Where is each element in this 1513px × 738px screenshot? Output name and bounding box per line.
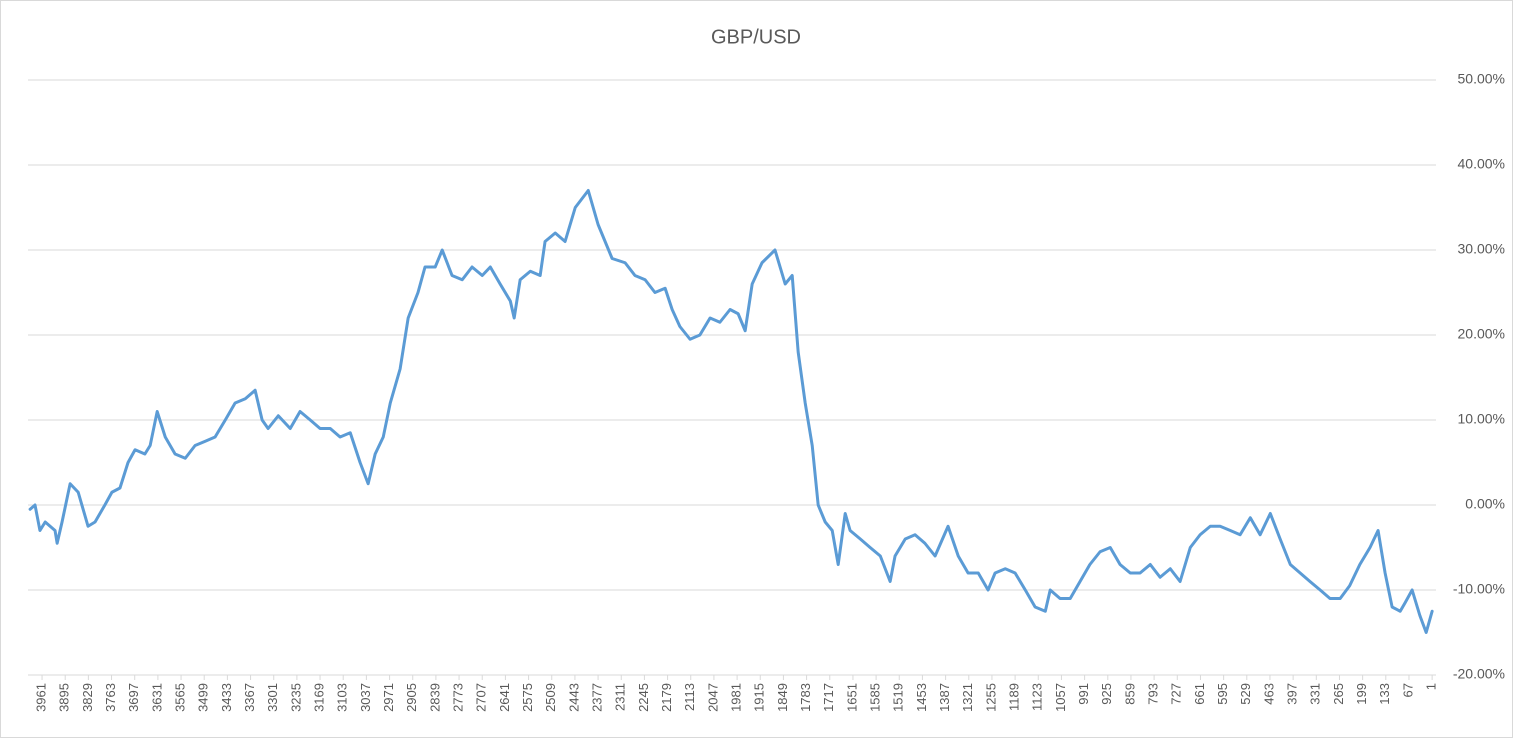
x-tick-label: 1717 [821, 683, 836, 712]
x-tick-label: 67 [1400, 683, 1415, 697]
x-tick-label: 793 [1146, 683, 1161, 705]
x-tick-label: 1849 [775, 683, 790, 712]
x-tick-label: 1981 [729, 683, 744, 712]
x-tick-label: 3433 [219, 683, 234, 712]
x-tick-label: 3697 [126, 683, 141, 712]
data-line [28, 189, 1434, 634]
x-tick-label: 1189 [1007, 683, 1022, 711]
x-tick-label: 1123 [1030, 683, 1045, 711]
x-tick-label: 463 [1261, 683, 1276, 705]
x-tick-label: 1519 [891, 683, 906, 712]
x-tick-label: 1057 [1053, 683, 1068, 712]
x-tick-label: 3235 [288, 683, 303, 712]
x-tick-label: 2377 [590, 683, 605, 712]
x-tick-label: 133 [1377, 683, 1392, 705]
x-tick-label: 1 [1424, 683, 1439, 690]
x-tick-label: 1321 [960, 683, 975, 712]
y-tick-label: -10.00% [1453, 581, 1505, 597]
x-tick-label: 3631 [149, 683, 164, 712]
chart-title: GBP/USD [711, 26, 801, 48]
x-tick-label: 2047 [705, 683, 720, 712]
x-tick-label: 397 [1285, 683, 1300, 705]
x-tick-label: 727 [1169, 683, 1184, 705]
x-tick-label: 2113 [682, 683, 697, 711]
x-tick-label: 991 [1076, 683, 1091, 705]
x-tick-label: 3301 [265, 683, 280, 712]
x-tick-label: 529 [1238, 683, 1253, 705]
x-tick-label: 331 [1308, 683, 1323, 705]
x-tick-label: 2905 [404, 683, 419, 712]
x-tick-label: 2245 [636, 683, 651, 712]
x-tick-label: 1585 [868, 683, 883, 712]
x-tick-label: 2575 [520, 683, 535, 712]
x-tick-label: 859 [1122, 683, 1137, 705]
x-tick-label: 1453 [914, 683, 929, 712]
x-tick-label: 595 [1215, 683, 1230, 705]
y-tick-label: 0.00% [1465, 496, 1505, 512]
x-tick-label: 925 [1099, 683, 1114, 705]
y-tick-label: -20.00% [1453, 666, 1505, 682]
x-tick-label: 2509 [543, 683, 558, 712]
x-tick-label: 2773 [451, 683, 466, 712]
x-tick-label: 2179 [659, 683, 674, 712]
x-tick-label: 199 [1354, 683, 1369, 705]
x-tick-label: 1387 [937, 683, 952, 712]
x-tick-label: 265 [1331, 683, 1346, 705]
x-tick-label: 3895 [57, 683, 72, 712]
x-tick-label: 2311 [613, 683, 628, 711]
x-tick-label: 2971 [381, 683, 396, 712]
y-tick-label: 20.00% [1458, 326, 1505, 342]
x-tick-label: 1651 [844, 683, 859, 712]
x-tick-label: 3763 [103, 683, 118, 712]
x-tick-label: 3037 [358, 683, 373, 712]
x-tick-label: 2707 [474, 683, 489, 712]
x-tick-label: 3565 [172, 683, 187, 712]
x-tick-label: 3829 [80, 683, 95, 712]
x-tick-label: 1255 [983, 683, 998, 712]
x-tick-label: 2641 [497, 683, 512, 712]
x-tick-label: 2839 [427, 683, 442, 712]
y-tick-label: 40.00% [1458, 156, 1505, 172]
x-tick-label: 3961 [33, 683, 48, 712]
y-tick-label: 10.00% [1458, 411, 1505, 427]
x-tick-label: 3367 [242, 683, 257, 712]
x-tick-label: 1915 [752, 683, 767, 712]
x-tick-label: 3169 [311, 683, 326, 712]
x-tick-label: 661 [1192, 683, 1207, 705]
x-tick-label: 1783 [798, 683, 813, 712]
x-tick-label: 3103 [335, 683, 350, 712]
y-tick-label: 50.00% [1458, 71, 1505, 87]
x-tick-label: 3499 [196, 683, 211, 712]
y-tick-label: 30.00% [1458, 241, 1505, 257]
x-tick-label: 2443 [566, 683, 581, 712]
